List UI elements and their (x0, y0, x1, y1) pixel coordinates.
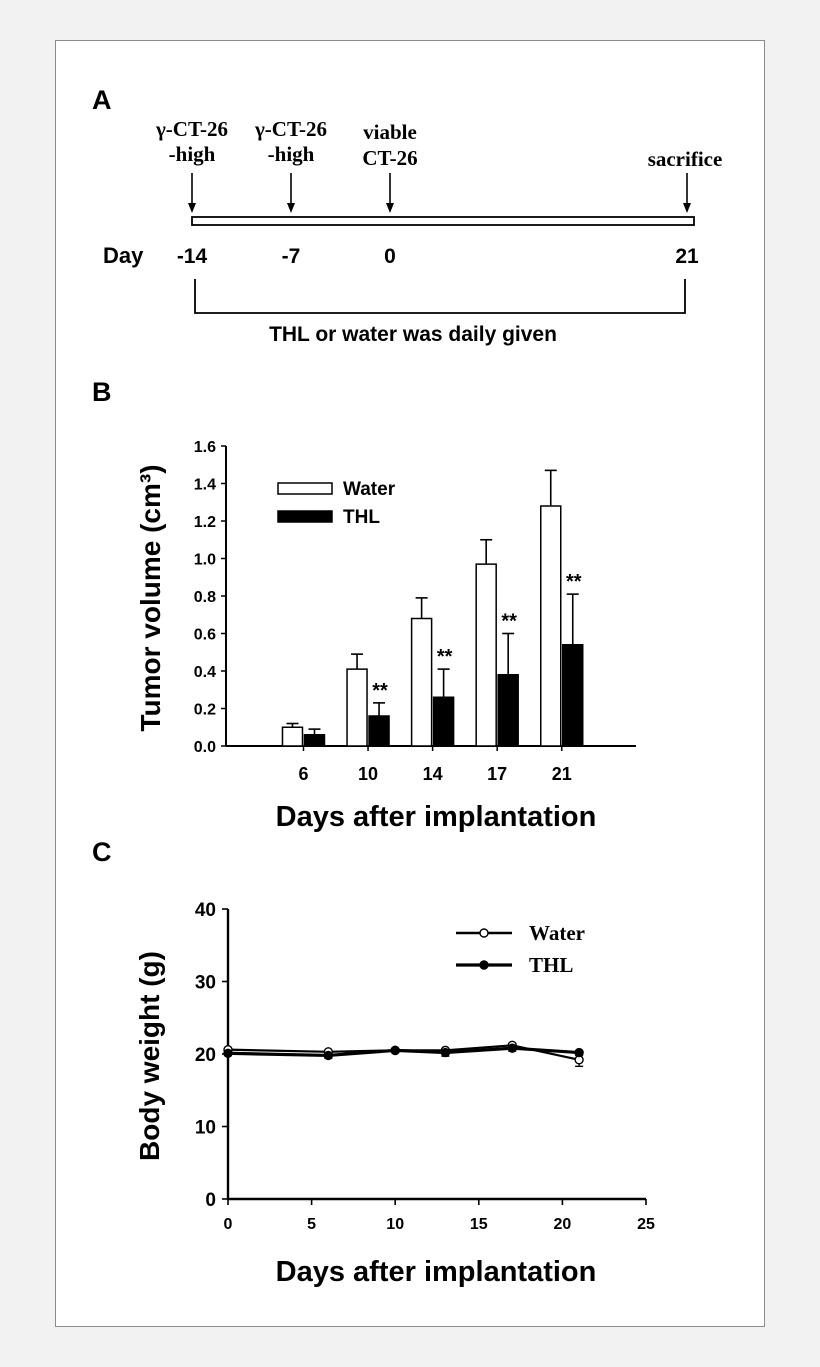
panel-b-bar-chart: B Tumor volume (cm³) Days after implanta… (92, 377, 636, 833)
bar-chart-x-tick-label: 17 (487, 764, 507, 784)
line-point (223, 1048, 233, 1058)
bar-chart-y-tick-label: 1.2 (194, 514, 216, 531)
bar (410, 617, 433, 747)
bar-chart-y-tick-label: 1.4 (194, 477, 216, 494)
line-point (507, 1043, 517, 1053)
line-chart-x-tick-label: 20 (554, 1216, 572, 1233)
timeline-event-label: CT-26 (362, 146, 417, 170)
line-chart-x-tick-label: 5 (307, 1216, 316, 1233)
bar-chart-y-tick-label: 0.4 (194, 664, 216, 681)
bar-legend-swatch (277, 510, 333, 523)
bar-chart-x-tick-label: 14 (423, 764, 443, 784)
timeline-arrow-head (683, 203, 691, 213)
bar (432, 696, 455, 747)
timeline-event-label: viable (363, 120, 417, 144)
line-legend-label: Water (529, 921, 585, 945)
bar-chart-y-tick-label: 1.6 (194, 439, 216, 456)
line-chart-x-tick-label: 15 (470, 1216, 488, 1233)
line-chart-x-axis-label: Days after implantation (276, 1256, 597, 1288)
bar-chart-y-tick-label: 0.8 (194, 589, 216, 606)
timeline-event-label: sacrifice (648, 147, 723, 171)
line-chart-x-tick-label: 0 (224, 1216, 233, 1233)
timeline-arrow-head (287, 203, 295, 213)
timeline-event-label: γ-CT-26 (155, 117, 228, 141)
bar-legend-label: THL (343, 507, 380, 528)
line-point (440, 1047, 451, 1058)
bar-chart-x-tick-label: 6 (298, 764, 308, 784)
line-series (227, 1044, 580, 1061)
line-point (390, 1045, 400, 1056)
timeline-bar (191, 216, 695, 226)
timeline-day-tick: -7 (282, 245, 301, 268)
line-chart-y-tick-label: 20 (195, 1045, 216, 1066)
line-chart-x-tick-label: 25 (637, 1216, 655, 1233)
line-legend-marker (479, 928, 489, 938)
line-chart-x-tick-label: 10 (386, 1216, 404, 1233)
bar-chart-y-tick-label: 0.6 (194, 627, 216, 644)
line-series (227, 1046, 580, 1058)
timeline-bracket-label: THL or water was daily given (269, 323, 557, 346)
bar-chart-y-tick-label: 0.0 (194, 739, 216, 756)
bar-chart-x-tick-label: 10 (358, 764, 378, 784)
bar (497, 674, 519, 747)
bar (539, 505, 562, 747)
figure-frame: A Day γ-CT-26 -high -14 γ-CT-26 -high -7 viabl… (55, 40, 765, 1327)
bar (346, 668, 368, 747)
bar-legend-swatch (277, 482, 333, 495)
bar (368, 715, 390, 747)
timeline-bracket (194, 279, 686, 314)
line-point (574, 1047, 584, 1058)
bar-chart-y-axis-label: Tumor volume (cm³) (135, 464, 166, 731)
timeline-event-label: γ-CT-26 (254, 117, 327, 141)
bar-chart-x-axis-label: Days after implantation (276, 801, 597, 833)
line-chart-y-tick-label: 0 (205, 1190, 216, 1211)
bar-chart-y-tick-label: 1.0 (194, 552, 216, 569)
figure-svg: A Day γ-CT-26-high-14γ-CT-26-high-7viabl… (92, 85, 722, 1288)
bar-chart-y-tick-label: 0.2 (194, 702, 216, 719)
significance-annotation: ** (437, 646, 453, 668)
line-chart-y-axis-label: Body weight (g) (134, 951, 165, 1161)
significance-annotation: ** (501, 611, 517, 633)
panel-a-timeline: A Day γ-CT-26-high-14γ-CT-26-high-7viabl… (92, 85, 722, 346)
significance-annotation: ** (372, 680, 388, 702)
line-chart-plot: 0 10 20 30 40 0 5 10 15 20 25 Water THL (195, 900, 655, 1233)
timeline-event-label: -high (169, 142, 216, 166)
bar-chart-x-tick-label: 21 (552, 764, 572, 784)
line-legend-marker (479, 960, 489, 970)
bar (281, 726, 304, 747)
bar-chart-plot: 0.0 0.2 0.4 0.6 0.8 1.0 1.2 1.4 1.6 6 10 14 17 21 ** **… (194, 439, 636, 784)
panel-a-letter: A (92, 85, 112, 115)
timeline-event-label: -high (268, 142, 315, 166)
panel-b-letter: B (92, 377, 112, 407)
line-chart-y-tick-label: 10 (195, 1118, 216, 1139)
significance-annotation: ** (566, 571, 582, 593)
bar (475, 563, 497, 747)
timeline-events: γ-CT-26-high-14γ-CT-26-high-7viableCT-26… (155, 117, 722, 268)
timeline-arrow-head (386, 203, 394, 213)
bar-legend-label: Water (343, 479, 396, 500)
timeline-day-tick: 21 (675, 245, 699, 268)
panel-c-line-chart: C Body weight (g) Days after implantatio… (92, 837, 655, 1288)
timeline-day-label: Day (103, 243, 144, 268)
line-chart-y-tick-label: 40 (195, 900, 216, 921)
bar (303, 734, 326, 747)
line-point (323, 1050, 334, 1061)
timeline-day-tick: 0 (384, 245, 396, 268)
timeline-arrow-head (188, 203, 196, 213)
timeline-day-tick: -14 (177, 245, 208, 268)
panel-c-letter: C (92, 837, 112, 867)
line-legend-label: THL (529, 953, 573, 977)
bar (561, 644, 584, 747)
line-chart-y-tick-label: 30 (195, 973, 216, 994)
